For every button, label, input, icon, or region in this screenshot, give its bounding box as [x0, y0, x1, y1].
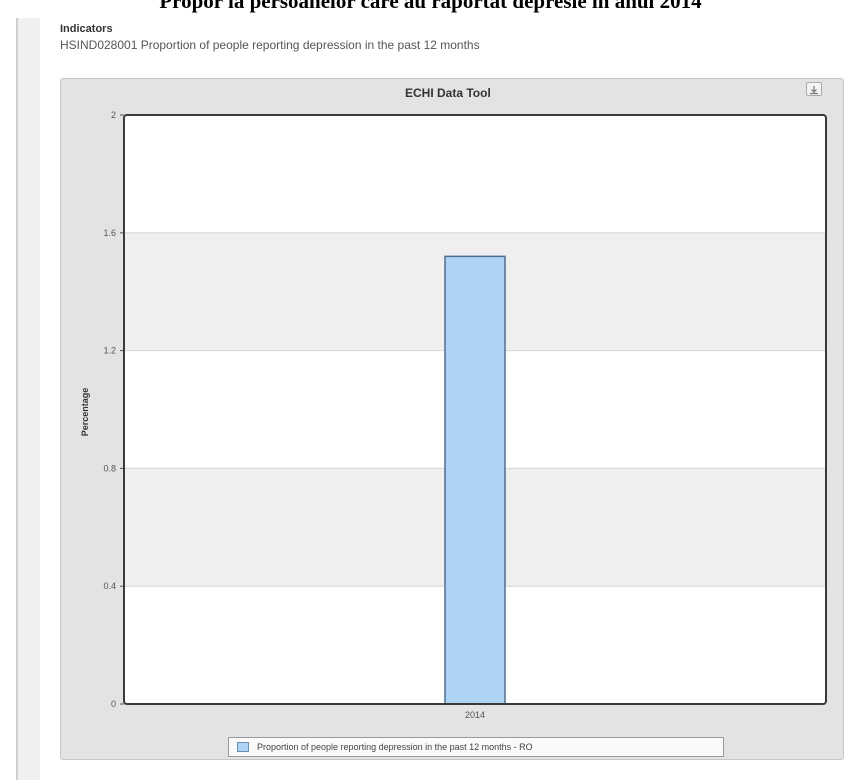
y-tick-label: 0.8 [103, 463, 116, 473]
x-tick-label: 2014 [465, 710, 485, 720]
chart-title: ECHI Data Tool [405, 86, 491, 100]
y-tick-label: 1.6 [103, 228, 116, 238]
y-tick-label: 1.2 [103, 346, 116, 356]
y-axis-label: Percentage [80, 388, 90, 437]
y-tick-label: 2 [111, 110, 116, 120]
legend-label: Proportion of people reporting depressio… [257, 742, 533, 752]
y-tick-label: 0 [111, 699, 116, 709]
indicators-heading: Indicators [60, 23, 113, 35]
legend-swatch [237, 742, 249, 752]
y-tick-label: 0.4 [103, 581, 116, 591]
plot-frame [123, 114, 827, 705]
legend-item[interactable]: Proportion of people reporting depressio… [228, 737, 724, 757]
indicator-description: HSIND028001 Proportion of people reporti… [60, 38, 480, 52]
export-icon[interactable] [806, 82, 822, 96]
outer-frame [16, 18, 856, 780]
page-title: Propor ia persoanelor care au raportat d… [159, 0, 702, 13]
side-strip [18, 18, 40, 780]
bar [444, 255, 506, 705]
